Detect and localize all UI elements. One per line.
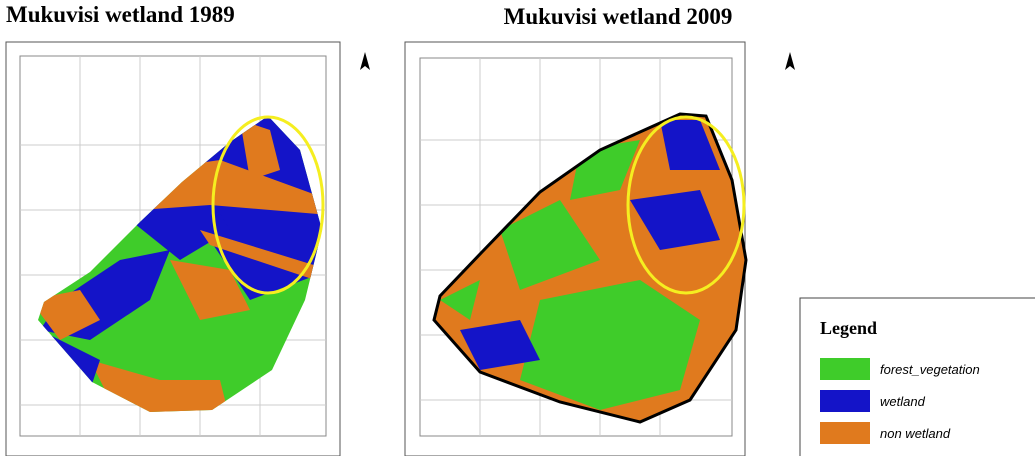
legend-label: non wetland xyxy=(880,426,951,441)
map-title: Mukuvisi wetland 2009 xyxy=(504,4,733,29)
legend-swatch xyxy=(820,358,870,380)
legend-label: forest_vegetation xyxy=(880,362,980,377)
map-2009 xyxy=(405,42,795,456)
legend-title: Legend xyxy=(820,318,877,338)
map-title: Mukuvisi wetland 1989 xyxy=(6,2,235,27)
legend-label: wetland xyxy=(880,394,926,409)
legend-swatch xyxy=(820,390,870,412)
legend-swatch xyxy=(820,422,870,444)
map-1989 xyxy=(0,42,370,456)
page: Mukuvisi wetland 1989 Mukuvisi wetland 2… xyxy=(0,0,1035,456)
figure: Mukuvisi wetland 1989 Mukuvisi wetland 2… xyxy=(0,0,1035,456)
